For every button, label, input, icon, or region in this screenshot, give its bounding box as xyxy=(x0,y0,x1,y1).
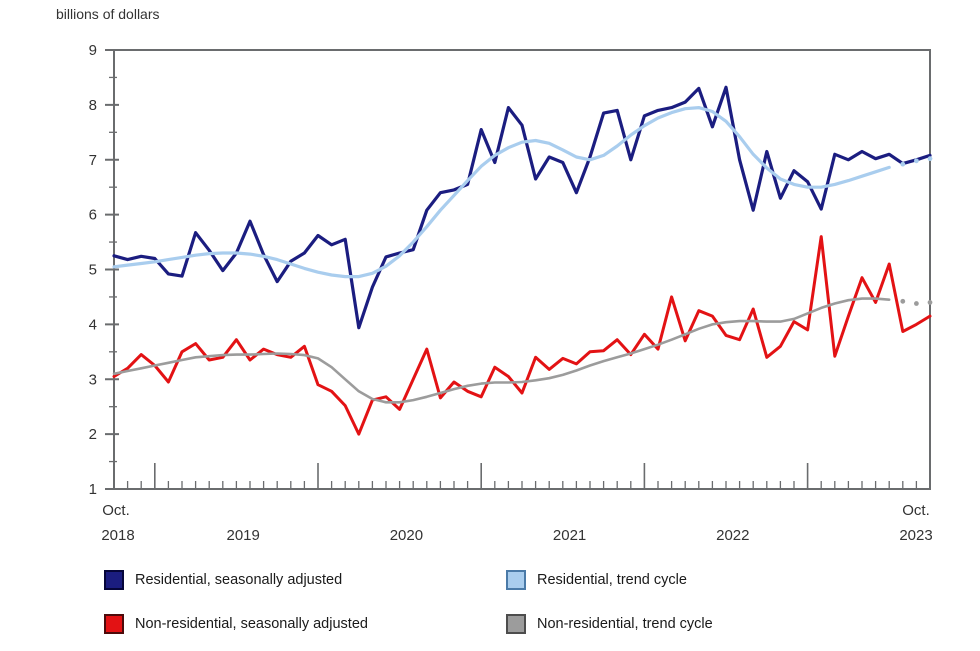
y-axis-tick-label: 8 xyxy=(89,97,97,114)
line-chart: 1 2 3 4 5 6 7 8 9 Oct. 2018 2019 2020 2021 2022 Oct. 202… xyxy=(89,42,933,544)
y-axis-tick-label: 1 xyxy=(89,481,97,498)
x-label-oct-end: Oct. xyxy=(902,502,930,519)
legend-item-nonresidential-trend: Non-residential, trend cycle xyxy=(506,614,713,634)
legend-swatch-nonresidential-trend-icon xyxy=(506,614,526,634)
trend-tail-dot xyxy=(914,158,919,164)
series-line xyxy=(112,235,932,436)
trend-tail-dot xyxy=(927,300,933,305)
plot-frame xyxy=(113,49,931,490)
x-label-year: 2022 xyxy=(716,527,749,544)
series-line xyxy=(112,85,932,330)
legend-label-nonresidential-sa: Non-residential, seasonally adjusted xyxy=(135,616,368,632)
legend-label-nonresidential-trend: Non-residential, trend cycle xyxy=(537,616,713,632)
y-axis-tick-label: 6 xyxy=(89,207,97,224)
legend-swatch-residential-trend-icon xyxy=(506,570,526,590)
y-axis-tick-label: 3 xyxy=(89,371,97,388)
x-label-oct-start: Oct. xyxy=(102,502,130,519)
x-label-2023: 2023 xyxy=(899,527,932,544)
y-axis-tick-label: 5 xyxy=(89,262,97,279)
trend-tail-dot xyxy=(900,298,906,304)
trend-tail-dot xyxy=(914,301,919,306)
legend-swatch-residential-sa-icon xyxy=(104,570,124,590)
legend-label-residential-trend: Residential, trend cycle xyxy=(537,572,687,588)
series-line xyxy=(112,105,891,279)
trend-tail-dot xyxy=(927,156,933,162)
legend-swatch-nonresidential-sa-icon xyxy=(104,614,124,634)
y-axis-tick-label: 9 xyxy=(89,42,97,59)
x-label-2018: 2018 xyxy=(101,527,134,544)
y-axis-tick-label: 7 xyxy=(89,152,97,169)
legend-item-residential-sa: Residential, seasonally adjusted xyxy=(104,570,342,590)
legend-item-nonresidential-sa: Non-residential, seasonally adjusted xyxy=(104,614,368,634)
x-label-year: 2020 xyxy=(390,527,423,544)
legend-item-residential-trend: Residential, trend cycle xyxy=(506,570,687,590)
x-label-year: 2021 xyxy=(553,527,586,544)
y-axis-tick-label: 4 xyxy=(89,316,97,333)
y-axis-units-label: billions of dollars xyxy=(56,6,160,22)
trend-tail-dot xyxy=(900,161,906,167)
legend-label-residential-sa: Residential, seasonally adjusted xyxy=(135,572,343,588)
series-line xyxy=(112,297,891,404)
x-label-year: 2019 xyxy=(227,527,260,544)
y-axis-tick-label: 2 xyxy=(89,426,97,443)
